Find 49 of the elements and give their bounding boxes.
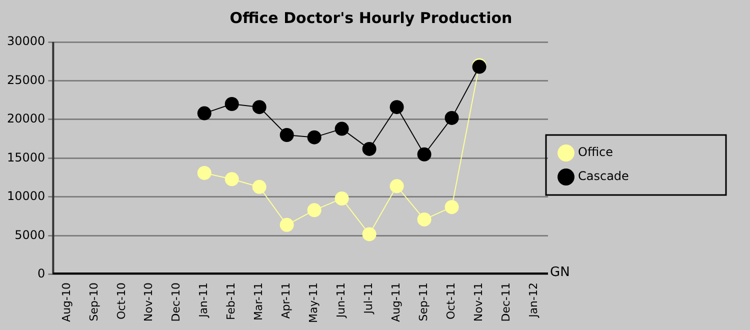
point [224,172,239,186]
y-tick-label: 10000 [6,189,46,204]
x-tick-label: Oct-10 [114,282,128,320]
chart-title: Office Doctor's Hourly Production [230,8,512,27]
x-tick-label: Apr-11 [280,282,293,319]
point [444,110,459,125]
point [334,192,349,206]
y-tick-label: 15000 [6,150,46,164]
point [252,180,266,194]
legend-label: Cascade [578,169,629,184]
point [280,218,294,232]
x-tick-label: May-11 [307,282,320,323]
point [362,142,376,156]
x-tick-label: Jan-11 [197,282,210,318]
x-tick-label: Feb-11 [224,282,238,320]
legend-label: Office [578,145,614,160]
point [444,200,459,214]
point [252,100,266,114]
text: GN [550,264,570,280]
point [390,100,404,114]
x-tick-label: Dec-10 [170,282,183,322]
point [334,122,349,136]
x-tick-label: Mar-11 [252,282,266,321]
point [224,96,239,111]
point [197,106,212,120]
x-tick-label: Sep-10 [87,282,100,322]
x-tick-label: Jul-11 [362,282,376,315]
x-tick-label: Nov-10 [142,282,156,322]
y-tick-label: 20000 [6,112,46,126]
point [307,130,322,144]
point [307,203,322,218]
x-tick-label: Jan-12 [527,282,540,318]
y-tick-label: 5000 [14,228,46,242]
x-tick-label: Aug-10 [60,282,73,322]
x-tick-label: Oct-11 [444,282,458,320]
x-tick-label: Aug-11 [390,282,403,322]
x-tick-label: Sep-11 [417,282,430,322]
point [390,179,404,194]
y-tick-label: 0 [38,266,46,281]
x-tick-label: Nov-11 [472,282,486,322]
point [280,128,294,142]
x-tick-label: Jun-11 [334,282,348,319]
point [197,166,212,180]
y-tick-label: 30000 [6,34,46,48]
point [417,212,432,226]
point [362,227,376,242]
point [417,147,432,162]
x-tick-label: Dec-11 [500,282,513,322]
y-tick-label: 25000 [6,72,46,87]
